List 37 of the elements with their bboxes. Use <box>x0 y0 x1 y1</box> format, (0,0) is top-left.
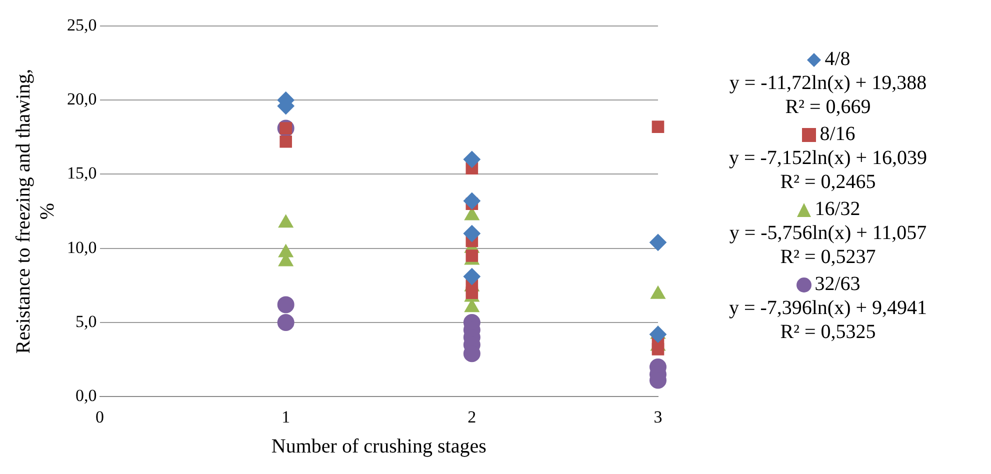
x-tick-label: 2 <box>468 407 476 426</box>
legend-label: 32/63 <box>814 273 860 296</box>
point <box>463 150 480 168</box>
point <box>463 268 480 286</box>
x-tick-label: 1 <box>282 407 290 426</box>
text: y = -7,152ln(x) + 16,039 <box>728 146 928 170</box>
text: y = -5,756ln(x) + 11,057 <box>728 221 928 245</box>
y-tick-label: 5,0 <box>76 312 97 331</box>
legend-label: 16/32 <box>814 198 860 221</box>
text: R² = 0,2465 <box>779 170 877 194</box>
point <box>463 192 480 210</box>
point <box>466 250 478 262</box>
point <box>652 343 664 356</box>
y-tick-label: 25,0 <box>67 15 97 34</box>
point <box>280 135 292 148</box>
point <box>277 296 294 314</box>
y-tick-label: 20,0 <box>67 90 97 109</box>
point <box>650 326 666 343</box>
text: y = -7,396ln(x) + 9,4941 <box>728 296 928 320</box>
text: R² = 0,5325 <box>779 320 877 344</box>
x-axis-title: Number of crushing stages <box>271 435 487 458</box>
legend-label: 8/16 <box>820 123 856 146</box>
point <box>652 120 664 133</box>
x-tick-label: 3 <box>654 407 662 426</box>
legend-label: 4/8 <box>824 48 850 71</box>
y-tick-label: 0,0 <box>76 386 97 406</box>
point <box>650 234 666 251</box>
y-tick-label: 15,0 <box>67 164 97 183</box>
point <box>463 225 480 242</box>
point <box>277 314 294 331</box>
y-tick-label: 10,0 <box>67 238 97 257</box>
text: R² = 0,669 <box>784 95 872 119</box>
x-tick-label: 0 <box>96 407 104 426</box>
text: R² = 0,5237 <box>779 245 877 269</box>
point <box>466 286 478 299</box>
text: y = -11,72ln(x) + 19,388 <box>728 71 928 95</box>
y-axis-title: Resistance to freezing and thawing, % <box>12 68 58 354</box>
